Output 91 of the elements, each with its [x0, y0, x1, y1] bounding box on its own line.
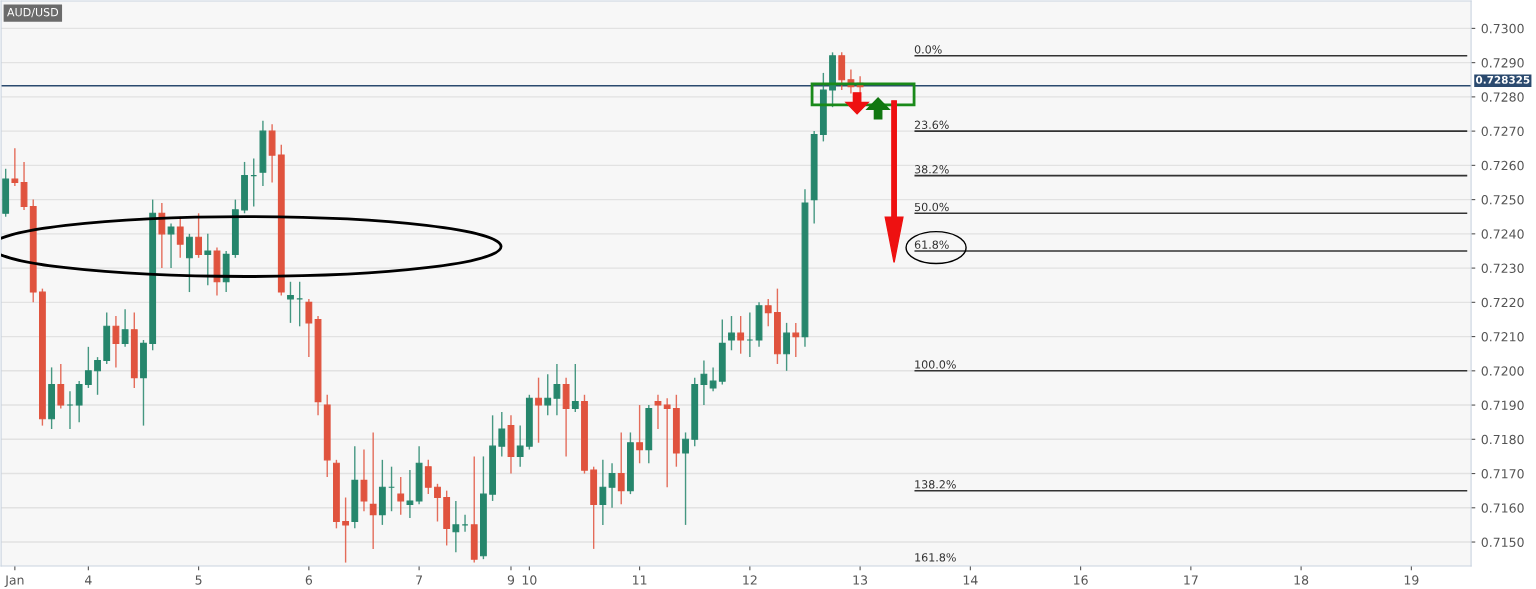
candlestick	[535, 376, 542, 444]
candlestick	[406, 469, 414, 519]
y-tick-label: 0.7240	[1481, 229, 1524, 239]
candlestick	[728, 315, 735, 351]
x-tick-label: 11	[633, 575, 647, 585]
y-tick-label: 0.7220	[1481, 297, 1524, 308]
candlestick	[783, 322, 791, 372]
candlestick	[112, 315, 120, 369]
candlestick	[360, 448, 368, 512]
candlestick	[571, 363, 579, 413]
candlestick	[553, 363, 561, 417]
x-tick-label: 10	[522, 575, 537, 585]
candlestick	[461, 513, 469, 533]
candlestick	[746, 311, 754, 358]
x-tick-label: Jan	[4, 575, 24, 588]
candlestick	[608, 462, 616, 509]
x-tick-label: 7	[416, 575, 423, 585]
x-tick-label: 9	[507, 575, 515, 585]
candlestick	[369, 431, 377, 550]
annotation: 38.2%	[914, 165, 949, 174]
y-tick-label: 0.7200	[1481, 366, 1524, 376]
y-tick-label: 0.7170	[1481, 469, 1524, 479]
candlestick	[287, 281, 294, 324]
x-tick-label: 19	[1404, 575, 1419, 585]
candlestick	[167, 222, 175, 269]
candlestick	[397, 476, 405, 516]
annotation: 161.8%	[915, 553, 956, 562]
candlestick	[176, 216, 184, 259]
candlestick	[599, 459, 607, 526]
y-tick-label: 0.7190	[1481, 400, 1524, 410]
candlestick	[617, 431, 625, 506]
candlestick	[66, 390, 74, 430]
x-tick-label: 14	[963, 575, 978, 585]
candlestick	[20, 161, 28, 211]
candlestick	[709, 366, 717, 393]
candlestick	[452, 500, 460, 553]
x-tick-label: 12	[743, 575, 757, 585]
candlestick	[204, 233, 212, 286]
y-tick-label: 0.7250	[1481, 195, 1524, 205]
candlestick	[94, 356, 101, 396]
candlestick	[764, 298, 772, 327]
annotation: 0.0%	[914, 45, 942, 54]
text: AUD/USD	[7, 7, 59, 18]
x-tick-label: 17	[1184, 575, 1198, 585]
x-tick-label: 4	[84, 575, 92, 585]
candlestick	[636, 404, 644, 464]
candlestick	[342, 496, 350, 564]
candlestick	[838, 51, 846, 91]
candlestick	[305, 298, 313, 358]
annotation: 100.0%	[915, 360, 956, 369]
y-tick-label: 0.7270	[1481, 126, 1524, 137]
candlestick	[663, 397, 671, 488]
candlestick	[121, 308, 129, 348]
candlestick	[57, 363, 65, 410]
y-tick-label: 0.7230	[1481, 263, 1524, 274]
candlestick	[268, 123, 276, 184]
x-tick-label: 6	[305, 575, 313, 585]
y-tick-label: 0.7300	[1481, 23, 1524, 34]
y-tick-label: 0.7150	[1481, 537, 1524, 547]
candlestick	[544, 373, 552, 417]
candlestick	[424, 459, 432, 495]
y-tick-label: 0.7160	[1481, 503, 1524, 513]
x-tick-label: 13	[853, 575, 868, 585]
candlestick	[195, 212, 203, 259]
annotation: 50.0%	[914, 202, 949, 212]
x-tick-label: 16	[1074, 575, 1088, 585]
candlestick	[792, 322, 800, 358]
candlestick	[186, 233, 193, 293]
y-tick-label: 0.7290	[1481, 58, 1524, 68]
y-tick-label: 0.7280	[1481, 92, 1524, 102]
candlestick	[75, 380, 83, 423]
y-tick-label: 0.7180	[1481, 434, 1524, 445]
ref-line-label: 0.728325	[1475, 75, 1530, 84]
candlestick	[84, 346, 92, 389]
x-tick-label: 5	[195, 575, 202, 585]
annotation: 138.2%	[915, 480, 956, 489]
y-tick-label: 0.7210	[1481, 332, 1524, 342]
candlestick	[654, 394, 662, 430]
annotation: 23.6%	[914, 120, 949, 129]
candlestick	[296, 281, 304, 327]
x-tick-label: 18	[1294, 575, 1309, 585]
y-tick-label: 0.7260	[1481, 160, 1524, 171]
candlestick	[700, 359, 708, 406]
candlestick	[11, 147, 19, 187]
candlestick	[434, 483, 441, 523]
candlestick	[562, 376, 570, 458]
candlestick	[516, 424, 524, 468]
annotation: 61.8%	[914, 240, 949, 249]
candlestick	[737, 315, 745, 355]
candlestick	[498, 411, 506, 458]
candlestick	[682, 431, 689, 526]
